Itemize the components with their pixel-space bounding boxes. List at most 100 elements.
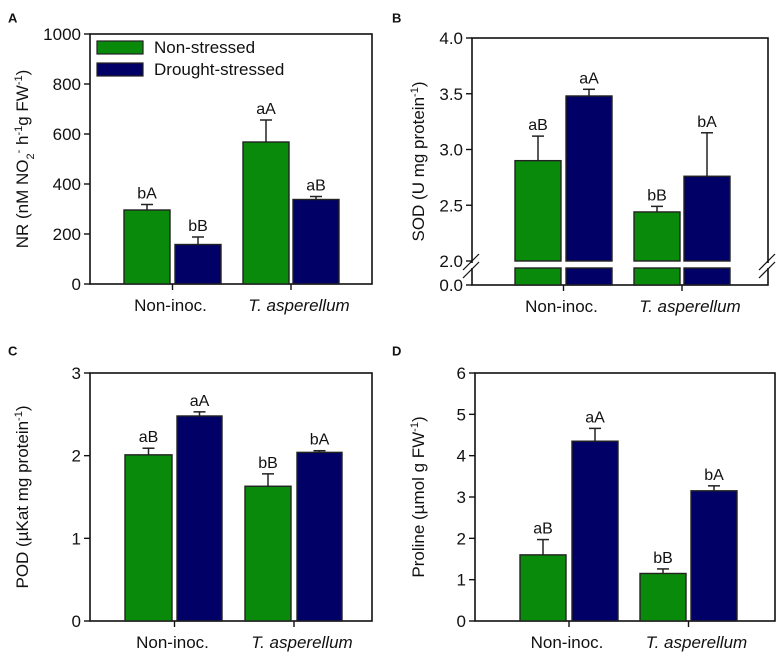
bar-lower-segment — [633, 267, 681, 286]
bar — [633, 211, 681, 262]
y-axis-label: POD (µKat mg protein-1) — [13, 405, 32, 588]
legend-label: Non-stressed — [154, 38, 255, 57]
y-axis-label-part: -1 — [13, 126, 25, 136]
x-category-label: Non-inoc. — [531, 633, 604, 652]
bar — [124, 454, 173, 622]
panel-label: C — [8, 344, 18, 359]
significance-label: bB — [653, 550, 673, 567]
panel-B: B 0.0 2.0 2.5 3.0 3.5 4.0 SOD (U mg protein-1) N… — [392, 11, 776, 316]
y-axis-label-part: ) — [13, 70, 32, 76]
y-tick-label: 3.0 — [439, 141, 463, 160]
significance-label: bB — [258, 455, 278, 472]
y-axis-label-part: -1 — [13, 75, 25, 85]
y-axis-label-part: 2 — [25, 153, 37, 159]
y-axis-label-part: -1 — [409, 87, 421, 97]
legend-swatch — [96, 62, 144, 77]
y-axis-label-part: Proline (µmol g FW — [409, 432, 428, 578]
significance-label: aA — [585, 409, 605, 426]
x-category-label: T. asperellum — [248, 296, 349, 315]
y-tick-label: 0.0 — [439, 276, 463, 295]
x-category-label: T. asperellum — [251, 633, 352, 652]
x-category-label: T. asperellum — [639, 297, 740, 316]
plot-frame — [89, 372, 373, 622]
y-axis-label: SOD (U mg protein-1) — [409, 82, 428, 242]
significance-label: aB — [306, 178, 326, 195]
axis-break-mark — [462, 261, 480, 279]
significance-label: bB — [188, 218, 208, 235]
legend-label: Drought-stressed — [154, 60, 284, 79]
y-tick-label: 0 — [72, 612, 81, 631]
y-axis-label: NR (nM NO2- h-1g FW-1) — [13, 70, 37, 249]
significance-label: bA — [704, 467, 724, 484]
significance-label: bA — [310, 432, 330, 449]
bar-lower-segment — [565, 267, 613, 286]
bar — [565, 95, 613, 262]
bar — [683, 175, 731, 262]
y-axis-label-part: NR (nM NO — [13, 160, 32, 249]
bar — [292, 198, 340, 285]
significance-label: bA — [137, 186, 157, 203]
bar — [514, 159, 562, 262]
y-tick-label: 2.5 — [439, 196, 463, 215]
y-tick-label: 2 — [457, 529, 466, 548]
bar — [123, 209, 171, 285]
y-axis-label-part: SOD (U mg protein — [409, 97, 428, 242]
panel-label: A — [8, 11, 18, 26]
y-tick-label: 1000 — [43, 25, 81, 44]
y-axis-label-part: h — [13, 136, 32, 150]
bar — [690, 490, 738, 622]
panel-label: B — [392, 11, 401, 26]
legend: Non-stressed Drought-stressed — [96, 38, 284, 79]
y-axis-label-part: g FW — [13, 85, 32, 126]
y-tick-label: 5 — [457, 405, 466, 424]
y-tick-label: 3 — [457, 488, 466, 507]
significance-label: aA — [256, 101, 276, 118]
y-tick-label: 1 — [72, 529, 81, 548]
plot-frame — [89, 33, 373, 285]
y-tick-label: 3.5 — [439, 85, 463, 104]
y-tick-label: 1 — [457, 571, 466, 590]
significance-label: aB — [528, 117, 548, 134]
panel-D: D 0 1 2 3 4 5 6 Proline (µmol g FW-1) Non-inoc. T.… — [392, 344, 776, 652]
bar-lower-segment — [683, 267, 731, 286]
y-tick-label: 200 — [53, 225, 81, 244]
y-axis-label-part: ) — [13, 405, 32, 411]
y-tick-label: 400 — [53, 175, 81, 194]
axis-break-gap — [469, 263, 475, 268]
bar — [176, 415, 223, 622]
y-tick-label: 4 — [457, 447, 466, 466]
bar — [639, 572, 687, 622]
y-tick-label: 2 — [72, 447, 81, 466]
y-axis-label: Proline (µmol g FW-1) — [409, 416, 428, 577]
axis-break-mark — [758, 261, 776, 279]
y-tick-label: 0 — [457, 612, 466, 631]
bar — [571, 440, 619, 622]
y-tick-label: 4.0 — [439, 29, 463, 48]
plot-frame — [471, 37, 769, 286]
y-tick-label: 6 — [457, 364, 466, 383]
bar-lower-segment — [514, 267, 562, 286]
x-category-label: T. asperellum — [646, 633, 747, 652]
significance-label: bA — [697, 114, 717, 131]
x-category-label: Non-inoc. — [136, 633, 209, 652]
x-category-label: Non-inoc. — [134, 296, 207, 315]
y-axis-label-part: -1 — [13, 411, 25, 421]
panel-C: C 0 1 2 3 POD (µKat mg protein-1) Non-inoc. T. … — [8, 344, 373, 652]
axis-break-mark — [758, 253, 776, 271]
y-axis-label-part: -1 — [409, 422, 421, 432]
bar — [174, 243, 222, 285]
y-tick-label: 600 — [53, 125, 81, 144]
y-tick-label: 800 — [53, 75, 81, 94]
y-axis-label-part: ) — [409, 416, 428, 422]
significance-label: bB — [647, 187, 667, 204]
panel-label: D — [392, 344, 401, 359]
x-category-label: Non-inoc. — [525, 297, 598, 316]
bar — [519, 554, 567, 622]
y-axis-label-part: ) — [409, 82, 428, 88]
y-tick-label: 0 — [72, 275, 81, 294]
bar — [242, 141, 290, 285]
y-axis-label-part: - — [13, 149, 25, 153]
bar — [296, 451, 343, 622]
significance-label: aB — [139, 429, 159, 446]
